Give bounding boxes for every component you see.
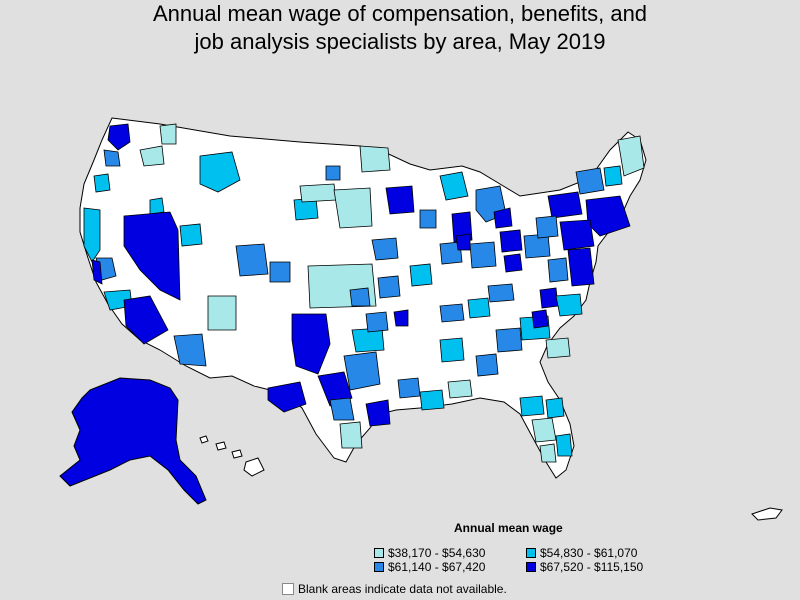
legend-swatch-2 [526, 548, 536, 558]
legend-label-4: $67,520 - $115,150 [540, 560, 644, 574]
legend-swatch-4 [526, 562, 536, 572]
puerto-rico [751, 507, 783, 521]
blank-area-note: Blank areas indicate data not available. [282, 582, 507, 596]
legend-title: Annual mean wage [454, 521, 563, 535]
map-title-line-2: job analysis specialists by area, May 20… [194, 29, 606, 54]
map-title-line-1: Annual mean wage of compensation, benefi… [152, 1, 648, 26]
blank-area-note-text: Blank areas indicate data not available. [298, 582, 507, 596]
legend-item-1: $38,170 - $54,630 [374, 546, 485, 560]
map-title: Annual mean wage of compensation, benefi… [0, 0, 800, 56]
legend-swatch-3 [374, 562, 384, 572]
legend-swatch-1 [374, 548, 384, 558]
legend-item-2: $54,830 - $61,070 [526, 546, 637, 560]
hawaii [199, 435, 265, 477]
legend-item-3: $61,140 - $67,420 [374, 560, 485, 574]
wage-regions [83, 123, 645, 463]
legend-label-2: $54,830 - $61,070 [540, 546, 638, 560]
no-data-swatch [282, 583, 294, 595]
legend-item-4: $67,520 - $115,150 [526, 560, 643, 574]
legend-label-3: $61,140 - $67,420 [388, 560, 486, 574]
alaska [59, 377, 207, 505]
legend-label-1: $38,170 - $54,630 [388, 546, 486, 560]
